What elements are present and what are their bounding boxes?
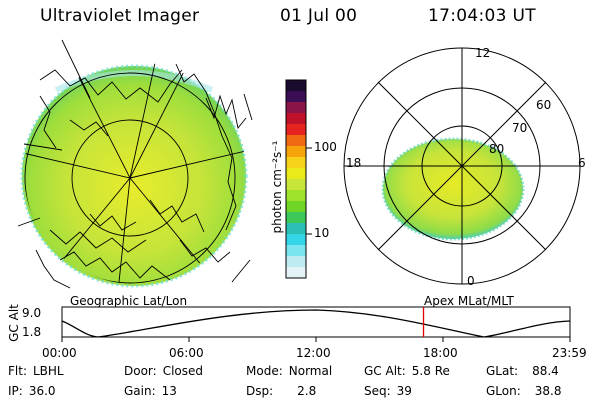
mlt-label-12: 12 [475,46,491,60]
timeline-x-tick-0600: 06:00 [169,346,204,360]
colorbar-stripe [286,201,306,213]
colorbar-stripe [286,91,306,103]
footer-dsp: Dsp: 2.8 [246,384,317,398]
observation-time: 17:04:03 UT [428,6,536,26]
polar-grid [343,47,581,285]
geographic-image-panel [17,39,253,289]
polar-image-panel [343,47,581,285]
colorbar-tick-100: 100 [314,140,337,154]
timeline-x-tick-1200: 12:00 [296,346,331,360]
timeline-y-tick-high: 9.0 [22,306,42,320]
aurora-image-geographic [22,66,246,286]
footer-gc-alt: GC Alt: 5.8 Re [364,364,450,378]
footer-mode: Mode: Normal [246,364,333,378]
colorbar-stripe [286,157,306,169]
mlt-label-18: 18 [346,156,362,170]
colorbar [285,79,312,279]
footer-filter: Flt: LBHL [8,364,64,378]
lat-label-80: 80 [489,142,505,156]
colorbar-stripe [286,179,306,191]
colorbar-unit-label: photon cm⁻²s⁻¹ [270,140,284,234]
colorbar-stripe [286,102,306,114]
footer-seq: Seq: 39 [364,384,412,398]
aurora-image-polar [383,139,523,239]
colorbar-stripe [286,212,306,224]
timeline-x-tick-0000: 00:00 [42,346,77,360]
colorbar-stripe [286,168,306,180]
colorbar-stripe [286,256,306,268]
colorbar-stripe [286,146,306,158]
colorbar-stripe [286,135,306,147]
colorbar-stripe [286,234,306,246]
timeline-plot [61,306,571,342]
colorbar-stripe [286,113,306,125]
colorbar-stripe [286,267,306,279]
footer-glon: GLon: 38.8 [486,384,562,398]
timeline-x-tick-2359: 23:59 [552,346,587,360]
timeline-right-title: Apex MLat/MLT [424,294,514,308]
colorbar-stripe [286,223,306,235]
footer-glat: GLat: 88.4 [486,364,559,378]
colorbar-tick-10: 10 [314,226,330,240]
colorbar-stripe [286,190,306,202]
timeline-y-axis-label: GC Alt [7,304,21,342]
colorbar-stripe [286,80,306,92]
mlt-label-6: 6 [578,156,586,170]
coastlines [35,63,247,289]
observation-date: 01 Jul 00 [280,6,358,26]
footer-ip: IP: 36.0 [8,384,56,398]
colorbar-stripe [286,124,306,136]
lat-label-70: 70 [512,121,528,135]
timeline-x-tick-1800: 18:00 [423,346,458,360]
colorbar-stripe [286,245,306,257]
mlt-label-0: 0 [467,274,475,288]
instrument-title: Ultraviolet Imager [40,6,200,26]
footer-door: Door: Closed [124,364,204,378]
lat-label-60: 60 [536,98,552,112]
timeline-left-title: Geographic Lat/Lon [70,294,188,308]
timeline-y-tick-low: 1.8 [22,325,42,339]
footer-gain: Gain: 13 [124,384,177,398]
